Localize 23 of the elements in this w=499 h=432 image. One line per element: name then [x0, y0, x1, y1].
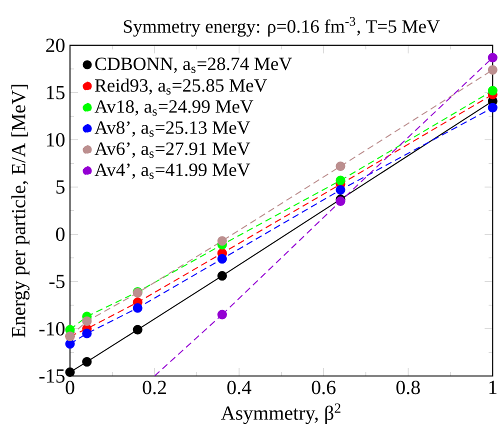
x-tick-label: 0.8: [396, 380, 420, 394]
x-axis-title: Asymmetry, β$^{2}$: [221, 403, 340, 424]
x-tick-label: 0: [66, 380, 74, 394]
x-tick-label: 0.2: [142, 380, 166, 394]
y-tick-label: 0: [56, 228, 65, 242]
y-tick-label: -5: [49, 274, 65, 288]
legend-label: Av18, a$_{s}$=24.99 MeV: [94, 100, 254, 116]
legend-label: Av4’, a$_{s}$=41.99 MeV: [94, 163, 250, 179]
legend-label: CDBONN, a$_{s}$=28.74 MeV: [95, 58, 292, 73]
y-tick-label: 10: [47, 133, 65, 147]
y-tick-label: 15: [47, 86, 65, 100]
legend-label: Av6’, a$_{s}$=27.91 MeV: [94, 142, 250, 158]
legend-label: Av8’, a$_{s}$=25.13 MeV: [94, 121, 250, 137]
x-tick-label: 0.6: [312, 380, 336, 394]
y-tick-label: 5: [56, 180, 65, 194]
x-tick-label: 1: [489, 380, 496, 394]
legend-label: Reid93, a$_{s}$=25.85 MeV: [95, 78, 268, 95]
y-tick-label: -10: [39, 322, 65, 336]
y-axis-title: Energy per particle, E/A [MeV]: [11, 84, 30, 338]
y-tick-label: 20: [46, 38, 65, 52]
x-tick-label: 0.4: [227, 380, 252, 394]
y-tick-label: -15: [39, 369, 65, 383]
chart-title: Symmetry energy: ρ=0.16 fm$^{-3}$, T=5 MeV: [124, 16, 440, 37]
